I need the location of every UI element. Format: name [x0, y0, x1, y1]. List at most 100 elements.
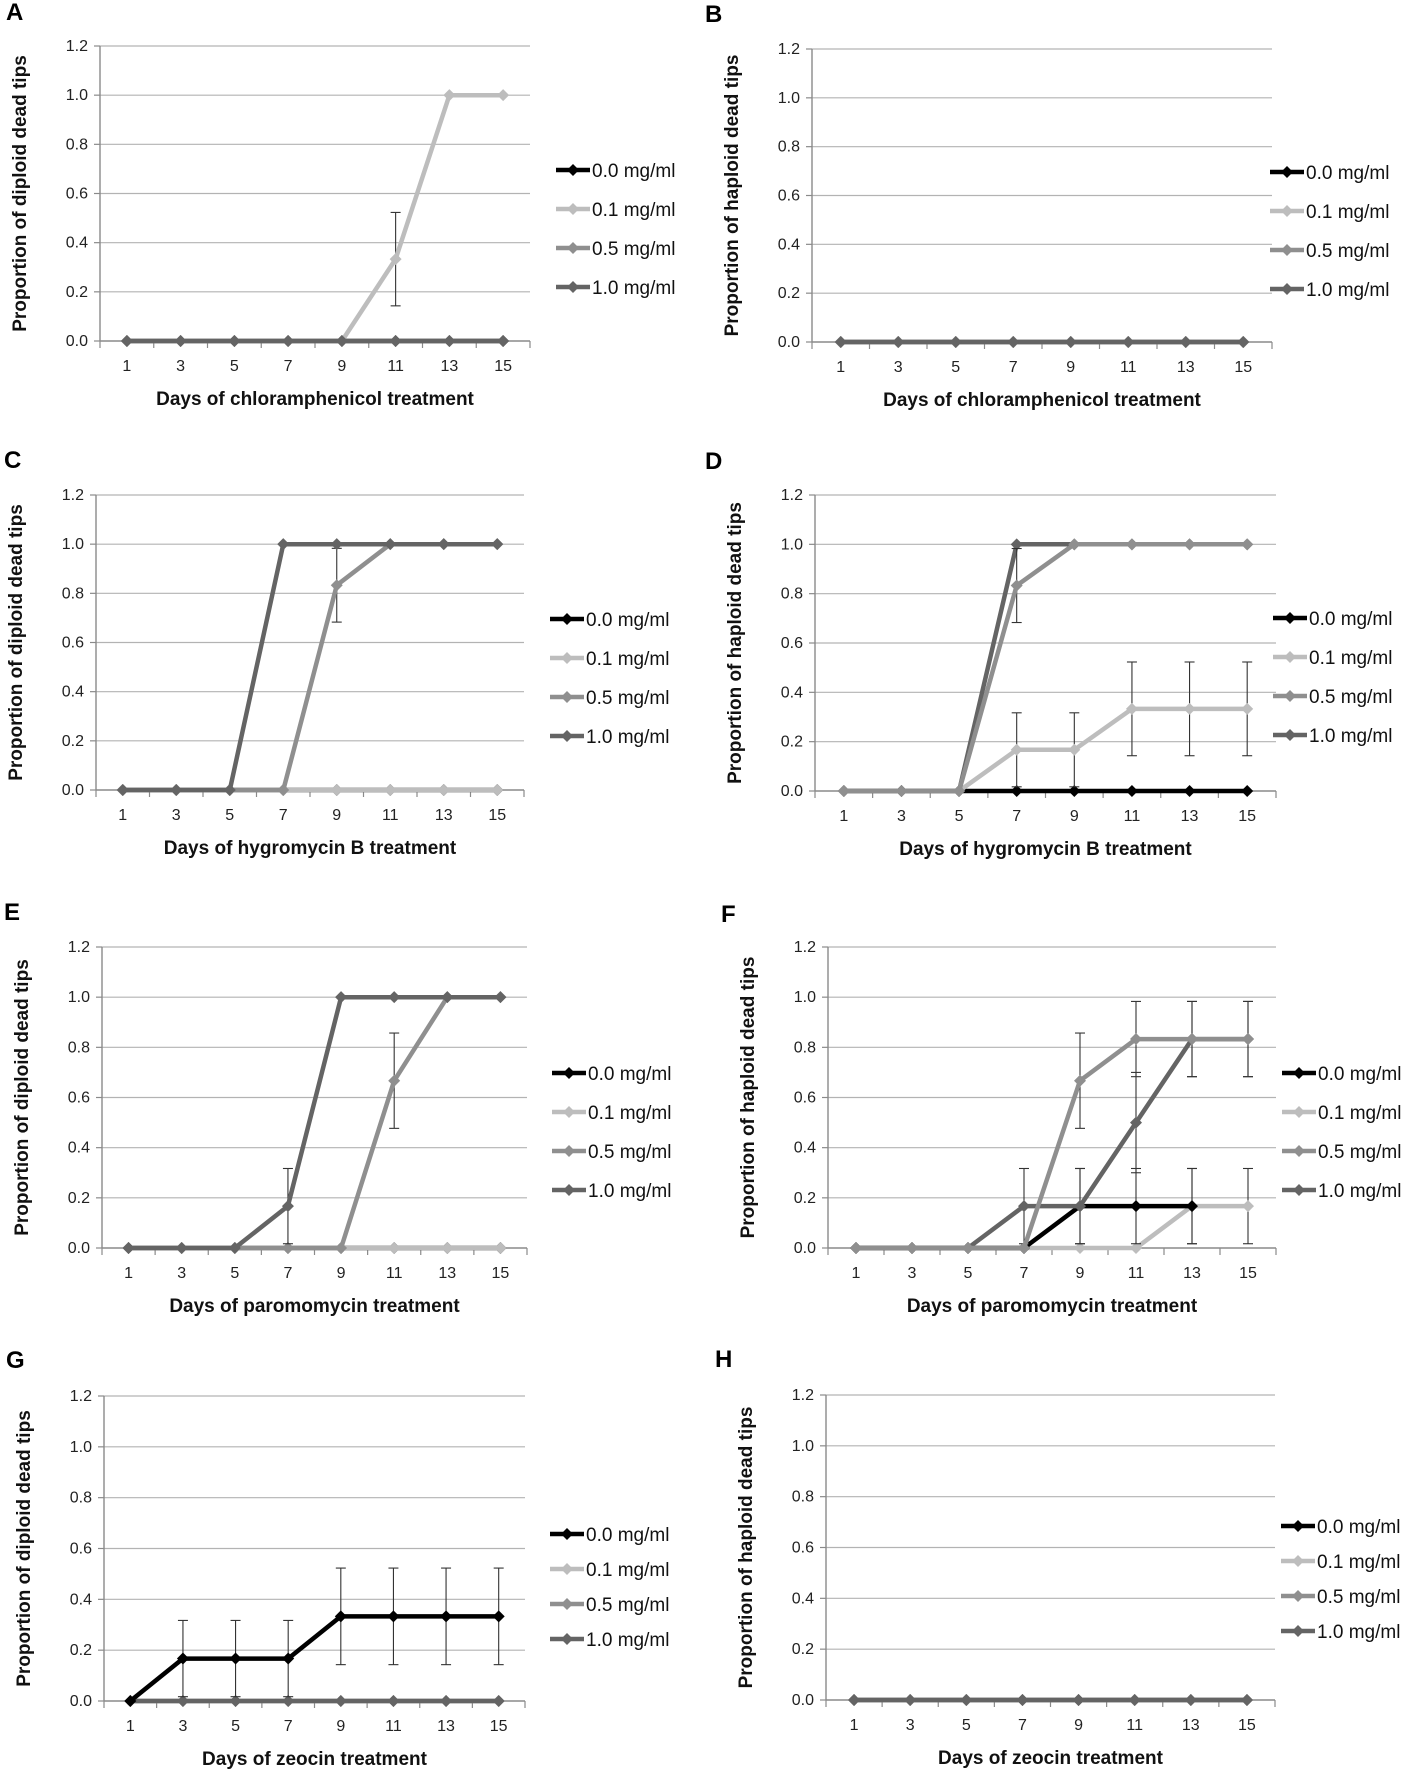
y-tick-label: 0.0 — [70, 1693, 92, 1710]
data-point — [1125, 538, 1138, 551]
data-point — [1010, 785, 1023, 797]
y-tick-label: 0.8 — [781, 586, 803, 603]
x-tick-label: 11 — [386, 1265, 403, 1282]
data-point — [1016, 1694, 1029, 1706]
data-point — [229, 1695, 242, 1707]
y-tick-label: 1.0 — [792, 1438, 814, 1455]
x-tick-label: 13 — [1183, 1265, 1201, 1282]
x-tick-label: 3 — [177, 1265, 186, 1282]
data-point — [1130, 1242, 1142, 1254]
data-point — [1179, 336, 1192, 348]
data-point — [116, 784, 129, 796]
series-line — [856, 1036, 1248, 1251]
y-tick-label: 1.2 — [778, 41, 800, 58]
legend-label: 0.5 mg/ml — [586, 688, 669, 709]
y-tick-label: 0.6 — [794, 1090, 816, 1107]
data-point — [387, 1610, 400, 1623]
x-tick-label: 9 — [1070, 808, 1079, 825]
y-tick-label: 1.0 — [66, 87, 88, 104]
legend-swatch-marker — [563, 1145, 575, 1157]
legend-swatch-marker — [1281, 205, 1293, 217]
legend-item: 0.0 mg/ml — [552, 1064, 671, 1085]
data-point — [1128, 1694, 1141, 1706]
data-point — [330, 538, 343, 551]
x-tick-label: 3 — [172, 807, 181, 824]
series-line — [128, 1614, 499, 1703]
data-point — [1068, 743, 1081, 756]
y-tick-label: 0.0 — [792, 1692, 814, 1709]
legend-label: 1.0 mg/ml — [1317, 1622, 1400, 1643]
legend-item: 0.1 mg/ml — [550, 1560, 669, 1581]
x-tick-label: 11 — [382, 807, 399, 824]
panel-letter-a: A — [6, 0, 23, 26]
x-tick-label: 7 — [1018, 1717, 1027, 1734]
data-point — [388, 1074, 401, 1087]
data-point — [223, 784, 236, 796]
legend-swatch-marker — [1281, 166, 1293, 178]
y-axis-title: Proportion of haploid dead tips — [736, 1407, 757, 1689]
data-point — [1010, 579, 1023, 592]
series-line — [128, 994, 501, 1251]
legend-swatch-marker — [1292, 1590, 1304, 1602]
y-tick-label: 1.2 — [66, 38, 88, 55]
data-point — [1183, 702, 1196, 715]
legend-swatch-marker — [561, 1563, 573, 1575]
y-tick-label: 1.0 — [62, 536, 84, 553]
x-tick-label: 15 — [1238, 1717, 1256, 1734]
y-tick-label: 0.2 — [66, 284, 88, 301]
y-tick-label: 0.8 — [68, 1039, 90, 1056]
x-tick-label: 11 — [1128, 1265, 1145, 1282]
data-point — [440, 1610, 453, 1623]
data-point — [492, 1610, 505, 1623]
legend-item: 0.5 mg/ml — [1281, 1587, 1400, 1608]
series-line — [843, 542, 1248, 794]
data-point — [1242, 1033, 1254, 1046]
data-point — [1242, 1200, 1254, 1213]
legend-item: 0.5 mg/ml — [550, 688, 669, 709]
legend-swatch-marker — [1284, 651, 1296, 663]
legend-item: 0.5 mg/ml — [1270, 241, 1389, 262]
legend-label: 0.1 mg/ml — [586, 1560, 669, 1581]
x-tick-label: 9 — [1076, 1265, 1085, 1282]
legend-swatch-marker — [561, 652, 573, 664]
x-axis-title: Days of zeocin treatment — [202, 1749, 428, 1770]
x-tick-label: 1 — [839, 808, 848, 825]
panel-letter-h: H — [715, 1346, 732, 1373]
legend-label: 0.0 mg/ml — [592, 161, 675, 182]
data-point — [335, 335, 348, 347]
legend-label: 0.0 mg/ml — [1306, 163, 1389, 184]
data-point — [443, 335, 456, 347]
legend-label: 1.0 mg/ml — [1309, 726, 1392, 747]
series-01 — [837, 661, 1254, 797]
legend-item: 1.0 mg/ml — [1273, 726, 1392, 747]
y-tick-label: 0.4 — [792, 1590, 814, 1607]
x-tick-label: 11 — [1120, 359, 1137, 376]
panel-letter-g: G — [6, 1347, 25, 1374]
y-tick-label: 0.8 — [794, 1039, 816, 1056]
data-point — [1241, 785, 1254, 797]
legend: 0.0 mg/ml 0.1 mg/ml 0.5 mg/ml 1.0 mg/ml — [1281, 1517, 1400, 1643]
legend-item: 0.0 mg/ml — [1281, 1517, 1400, 1538]
x-tick-label: 13 — [1181, 808, 1199, 825]
x-tick-label: 9 — [332, 807, 341, 824]
data-point — [174, 335, 187, 347]
data-point — [892, 336, 905, 348]
series-10 — [122, 991, 507, 1254]
legend-item: 0.5 mg/ml — [1273, 687, 1392, 708]
x-tick-label: 13 — [1177, 359, 1195, 376]
data-point — [176, 1695, 189, 1707]
y-tick-label: 1.2 — [68, 939, 90, 956]
data-point — [1184, 1694, 1197, 1706]
x-tick-label: 1 — [126, 1718, 135, 1735]
legend-swatch-marker — [563, 1106, 575, 1118]
y-tick-label: 0.4 — [66, 235, 88, 252]
legend-item: 1.0 mg/ml — [1282, 1181, 1401, 1202]
legend-label: 0.5 mg/ml — [588, 1142, 671, 1163]
legend-swatch-marker — [1284, 612, 1296, 624]
legend-label: 0.1 mg/ml — [1306, 202, 1389, 223]
y-tick-label: 0.4 — [781, 684, 803, 701]
x-axis-title: Days of zeocin treatment — [938, 1748, 1164, 1769]
y-tick-label: 0.6 — [66, 186, 88, 203]
y-tick-label: 1.2 — [794, 939, 816, 956]
